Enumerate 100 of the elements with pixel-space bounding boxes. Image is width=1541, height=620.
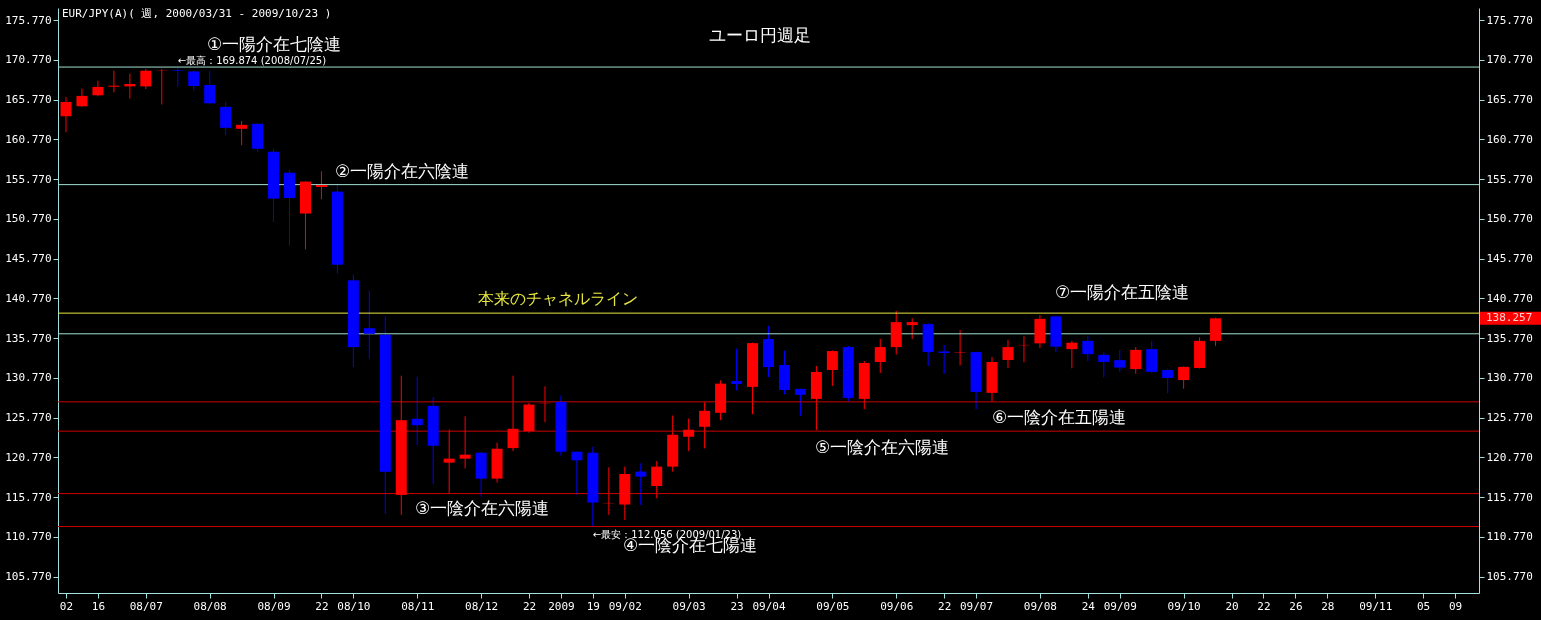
candlestick — [1178, 365, 1190, 390]
candlestick — [571, 451, 583, 496]
x-tick-label: 19 — [586, 599, 600, 613]
y2-tick-label: 145.770 — [1486, 252, 1533, 266]
x-tick-label: 09/04 — [752, 599, 786, 613]
x-tick-label: 24 — [1081, 599, 1096, 613]
candlestick — [1162, 368, 1174, 394]
y2-tick-label: 155.770 — [1486, 172, 1533, 186]
y2-tick-label: 140.770 — [1486, 291, 1533, 305]
y2-tick-label: 165.770 — [1486, 93, 1533, 107]
candlestick — [906, 317, 918, 340]
y-tick-label: 145.770 — [5, 252, 52, 266]
x-tick-label: 09/11 — [1359, 599, 1393, 613]
y-tick-label: 110.770 — [5, 530, 52, 544]
y-tick-label: 140.770 — [5, 291, 52, 305]
y-tick-label: 165.770 — [5, 93, 52, 107]
x-tick-label: 09/08 — [1023, 599, 1057, 613]
annotation: ⑥一陰介在五陽連 — [992, 407, 1127, 427]
candlestick — [1210, 317, 1222, 347]
y-tick-label: 155.770 — [5, 172, 52, 186]
candlestick — [954, 329, 966, 366]
y2-tick-label: 120.770 — [1486, 450, 1533, 464]
y-tick-label: 160.770 — [5, 132, 52, 146]
candlestick — [220, 101, 232, 136]
annotation: ③一陰介在六陽連 — [415, 498, 550, 518]
candlestick — [1002, 339, 1014, 369]
candlestick — [507, 375, 519, 452]
x-tick-label: 08/07 — [129, 599, 163, 613]
y-tick-label: 105.770 — [5, 570, 52, 584]
candlestick — [315, 170, 327, 200]
candlestick — [459, 415, 471, 469]
y2-tick-label: 150.770 — [1486, 212, 1533, 226]
x-tick-label: 08/11 — [401, 599, 435, 613]
annotation: ①一陽介在七陰連 — [207, 34, 342, 54]
candlestick — [108, 70, 120, 93]
x-tick-label: 09/02 — [608, 599, 642, 613]
x-tick-label: 02 — [59, 599, 74, 613]
candlestick — [1066, 340, 1078, 369]
candlestick — [1082, 335, 1094, 362]
candlestick — [1130, 346, 1142, 375]
x-tick-label: 09/07 — [960, 599, 994, 613]
candlestick — [938, 344, 950, 375]
x-tick-label: 08/12 — [465, 599, 499, 613]
chart-subtitle: EUR/JPY(A)( 週, 2000/03/31 - 2009/10/23 ) — [62, 7, 332, 20]
y-tick-label: 115.770 — [5, 490, 52, 504]
x-tick-label: 09/06 — [880, 599, 914, 613]
candlestick — [1098, 351, 1110, 378]
y-tick-label: 125.770 — [5, 411, 52, 425]
y-tick-label: 130.770 — [5, 371, 52, 385]
x-tick-label: 09/10 — [1167, 599, 1201, 613]
x-tick-label: 26 — [1289, 599, 1303, 613]
candlestick — [140, 68, 152, 90]
candlestick — [1146, 340, 1158, 374]
candlestick — [60, 96, 72, 133]
y2-tick-label: 175.770 — [1486, 13, 1533, 27]
candlestick — [874, 338, 886, 374]
annotation: ←最高：169.874 (2008/07/25) — [177, 55, 327, 67]
ref-line-label: 本来のチャネルライン — [478, 289, 638, 309]
candlestick — [443, 429, 455, 495]
candlestick — [826, 350, 838, 387]
x-tick-label: 22 — [522, 599, 537, 613]
y2-tick-label: 115.770 — [1486, 490, 1533, 504]
x-tick-label: 09/03 — [672, 599, 706, 613]
candlestick — [363, 290, 375, 360]
candlestick — [635, 462, 647, 506]
x-tick-label: 08/09 — [257, 599, 291, 613]
y2-tick-label: 170.770 — [1486, 53, 1533, 67]
text: ユーロ円週足 — [709, 25, 811, 45]
x-tick-label: 09/09 — [1103, 599, 1137, 613]
x-tick-label: 22 — [1257, 599, 1271, 613]
annotation: ⑦一陽介在五陰連 — [1055, 282, 1190, 302]
x-tick-label: 16 — [91, 599, 106, 613]
y-tick-label: 170.770 — [5, 53, 52, 67]
candlestick — [683, 418, 695, 452]
annotation: ②一陽介在六陰連 — [335, 161, 470, 181]
y2-tick-label: 130.770 — [1486, 371, 1533, 385]
x-tick-label: 22 — [315, 599, 329, 613]
y2-tick-label: 160.770 — [1486, 132, 1533, 146]
x-tick-label: 2009 — [548, 599, 575, 613]
y-tick-label: 150.770 — [5, 212, 52, 226]
candlestick — [603, 466, 615, 516]
candlestick — [172, 66, 184, 87]
candlestick — [236, 120, 248, 146]
x-tick-label: 05 — [1416, 599, 1431, 613]
x-tick-label: 08/08 — [193, 599, 227, 613]
candlestick — [204, 70, 216, 105]
candlestick — [651, 460, 663, 499]
y2-tick-label: 110.770 — [1486, 530, 1533, 544]
candlestick — [731, 348, 743, 391]
text: 138.257 — [1486, 311, 1533, 325]
x-tick-label: 23 — [730, 599, 744, 613]
y-tick-label: 175.770 — [5, 13, 52, 27]
x-tick-label: 09 — [1448, 599, 1463, 613]
y2-tick-label: 125.770 — [1486, 411, 1533, 425]
x-tick-label: 09/05 — [816, 599, 850, 613]
y-tick-label: 120.770 — [5, 450, 52, 464]
x-tick-label: 20 — [1225, 599, 1239, 613]
x-tick-label: 22 — [938, 599, 952, 613]
candlestick — [1114, 349, 1126, 373]
candlestick — [699, 401, 711, 449]
